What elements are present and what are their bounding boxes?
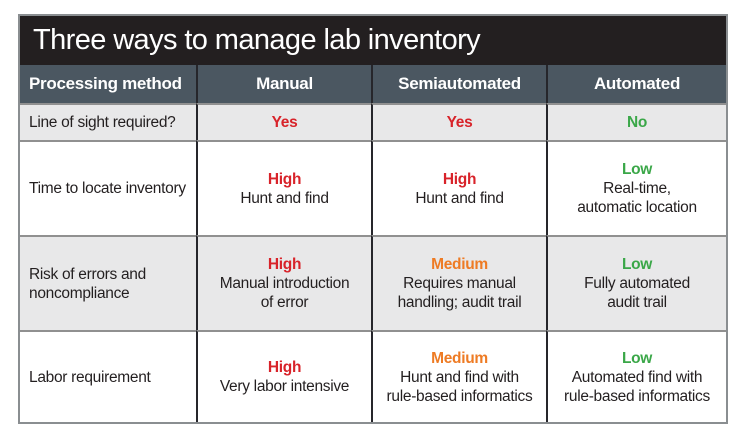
- table-cell: Low Fully automated audit trail: [546, 235, 726, 330]
- table-cell: Yes: [371, 103, 546, 140]
- level-text: Low: [621, 349, 653, 367]
- level-text: No: [626, 114, 648, 131]
- detail-text: Requires manual handling; audit trail: [397, 275, 522, 311]
- level-text: High: [442, 170, 477, 188]
- table-cell: High Hunt and find: [371, 140, 546, 235]
- table-cell: High Very labor intensive: [196, 330, 371, 422]
- table-cell: Medium Requires manual handling; audit t…: [371, 235, 546, 330]
- detail-text: Real-time, automatic location: [577, 180, 697, 216]
- comparison-grid: Processing method Manual Semiautomated A…: [20, 65, 726, 422]
- detail-text: Very labor intensive: [219, 378, 350, 395]
- level-text: Low: [621, 256, 653, 273]
- table-cell: Low Automated find with rule-based infor…: [546, 330, 726, 422]
- level-text: High: [267, 256, 302, 273]
- detail-text: Hunt and find with rule-based informatic…: [386, 368, 533, 405]
- column-header-manual: Manual: [196, 65, 371, 103]
- table-cell: No: [546, 103, 726, 140]
- column-header-semiautomated: Semiautomated: [371, 65, 546, 103]
- table-cell: Medium Hunt and find with rule-based inf…: [371, 330, 546, 422]
- table-cell: High Hunt and find: [196, 140, 371, 235]
- row-label: Labor requirement: [20, 330, 196, 422]
- detail-text: Hunt and find: [415, 189, 504, 207]
- detail-text: Hunt and find: [240, 189, 329, 207]
- column-header-automated: Automated: [546, 65, 726, 103]
- detail-text: Fully automated audit trail: [584, 275, 690, 311]
- detail-text: Manual introduction of error: [219, 275, 350, 311]
- table-cell: Yes: [196, 103, 371, 140]
- level-text: Yes: [271, 114, 298, 131]
- detail-text: Automated find with rule-based informati…: [564, 368, 710, 405]
- level-text: High: [267, 359, 302, 376]
- level-text: Yes: [446, 114, 473, 131]
- table-title: Three ways to manage lab inventory: [20, 16, 726, 65]
- row-label: Time to locate inventory: [20, 140, 196, 235]
- level-text: Medium: [431, 256, 488, 273]
- level-text: High: [267, 170, 302, 188]
- row-label: Line of sight required?: [20, 103, 196, 140]
- table-cell: High Manual introduction of error: [196, 235, 371, 330]
- table-cell: Low Real-time, automatic location: [546, 140, 726, 235]
- lab-inventory-comparison-table: Three ways to manage lab inventory Proce…: [18, 14, 728, 424]
- level-text: Medium: [431, 349, 488, 367]
- column-header-processing-method: Processing method: [20, 65, 196, 103]
- row-label: Risk of errors and noncompliance: [20, 235, 196, 330]
- level-text: Low: [621, 161, 653, 178]
